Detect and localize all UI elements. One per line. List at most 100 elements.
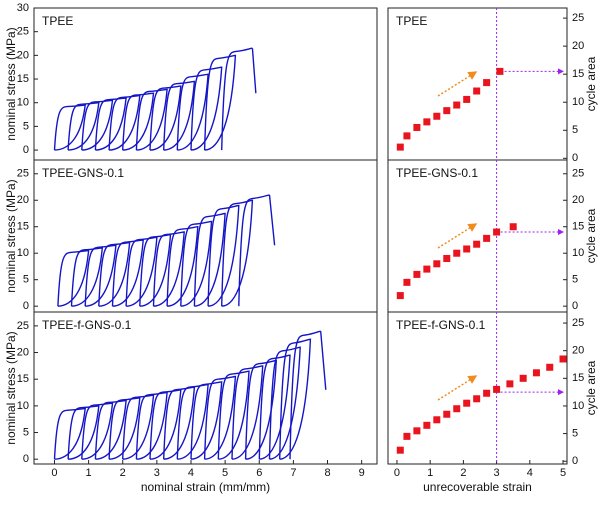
y-tick-label: 0 [23, 300, 29, 312]
x-tick-label: 2 [120, 467, 126, 479]
loading-cycle [203, 375, 237, 460]
data-point [396, 143, 404, 151]
data-point [413, 427, 421, 435]
data-point [433, 112, 441, 120]
y-tick-label: 25 [572, 168, 584, 180]
panel-frame [387, 311, 568, 465]
data-point [403, 132, 411, 140]
loading-cycle [207, 204, 240, 307]
loading-cycle [289, 330, 321, 460]
data-point [403, 432, 411, 440]
x-tick-label: 2 [460, 467, 466, 479]
loading-cycle [108, 397, 141, 460]
y-tick-label: 25 [572, 317, 584, 329]
fracture-drop [251, 48, 257, 94]
panel-frame [387, 159, 568, 313]
data-point [396, 292, 404, 300]
y-tick-label: 0 [572, 300, 578, 312]
y-tick-label: 0 [572, 152, 578, 164]
y-tick-label: 10 [17, 400, 29, 412]
data-point [413, 123, 421, 131]
y-tick-label: 10 [572, 96, 584, 108]
y-tick-label: 20 [17, 346, 29, 358]
loading-cycle [149, 85, 182, 151]
data-point [396, 446, 404, 454]
y-tick-label: 15 [17, 73, 29, 85]
y-axis-label: nominal stress (MPa) [4, 331, 18, 444]
y-axis-label: cycle area [584, 360, 598, 415]
x-tick-label: 5 [222, 467, 228, 479]
y-tick-label: 5 [572, 124, 578, 136]
data-point [473, 240, 481, 248]
y-tick-label: 5 [23, 426, 29, 438]
loading-cycle [81, 402, 114, 460]
loading-cycle [70, 247, 104, 307]
data-point [453, 101, 461, 109]
loading-cycle [190, 381, 223, 460]
x-tick-label: 3 [154, 467, 160, 479]
loading-cycle [84, 244, 117, 307]
data-point [453, 405, 461, 413]
loading-cycle [98, 241, 131, 307]
data-point [483, 234, 491, 242]
x-tick-label: 6 [256, 467, 262, 479]
data-point [453, 249, 461, 257]
x-tick-label: 3 [494, 467, 500, 479]
x-tick-label: 4 [527, 467, 533, 479]
panel-label: TPEE [396, 14, 427, 28]
data-point [483, 389, 491, 397]
data-point [443, 107, 451, 115]
loading-cycle [180, 220, 213, 307]
data-point [403, 278, 411, 286]
loading-cycle [94, 97, 127, 151]
loading-cycle [122, 92, 155, 151]
x-tick-label: 1 [427, 467, 433, 479]
fracture-drop [268, 194, 276, 246]
data-point [463, 245, 471, 253]
data-point [443, 255, 451, 263]
loading-cycle [81, 99, 114, 151]
loading-cycle [67, 405, 100, 460]
panel-label: TPEE-f-GNS-0.1 [42, 318, 132, 332]
x-tick-label: 0 [51, 467, 57, 479]
y-tick-label: 15 [572, 68, 584, 80]
y-tick-label: 20 [17, 49, 29, 61]
y-tick-label: 20 [572, 40, 584, 52]
loading-cycle [221, 199, 254, 307]
data-point [463, 399, 471, 407]
loading-cycle [221, 47, 253, 151]
y-tick-label: 20 [17, 194, 29, 206]
y-tick-label: 30 [17, 2, 29, 14]
loading-cycle [125, 236, 158, 307]
panel-label: TPEE-GNS-0.1 [42, 166, 124, 180]
data-point [463, 95, 471, 103]
loading-cycle [152, 231, 185, 307]
panel-label: TPEE-f-GNS-0.1 [396, 318, 486, 332]
y-tick-label: 15 [572, 372, 584, 384]
y-tick-label: 25 [572, 12, 584, 24]
data-point [546, 363, 554, 371]
x-axis-label: unrecoverable strain [423, 480, 532, 494]
y-tick-label: 15 [17, 221, 29, 233]
loading-cycle [108, 94, 141, 151]
y-tick-label: 10 [17, 97, 29, 109]
loading-cycle [166, 225, 199, 307]
loading-cycle [244, 359, 278, 460]
data-point [559, 355, 567, 363]
loading-cycle [53, 407, 86, 460]
data-point [506, 380, 514, 388]
loading-cycle [176, 383, 209, 460]
panel-frame [33, 311, 378, 465]
x-tick-label: 9 [359, 467, 365, 479]
trend-arrow [437, 223, 478, 249]
loading-cycle [279, 338, 312, 460]
data-point [423, 265, 431, 273]
loading-cycle [139, 233, 172, 307]
loading-cycle [163, 386, 196, 460]
loading-cycle [190, 66, 223, 151]
loading-cycle [193, 212, 226, 307]
panel-label: TPEE-GNS-0.1 [396, 166, 478, 180]
y-tick-label: 0 [23, 453, 29, 465]
data-point [519, 374, 527, 382]
loading-cycle [135, 391, 168, 460]
